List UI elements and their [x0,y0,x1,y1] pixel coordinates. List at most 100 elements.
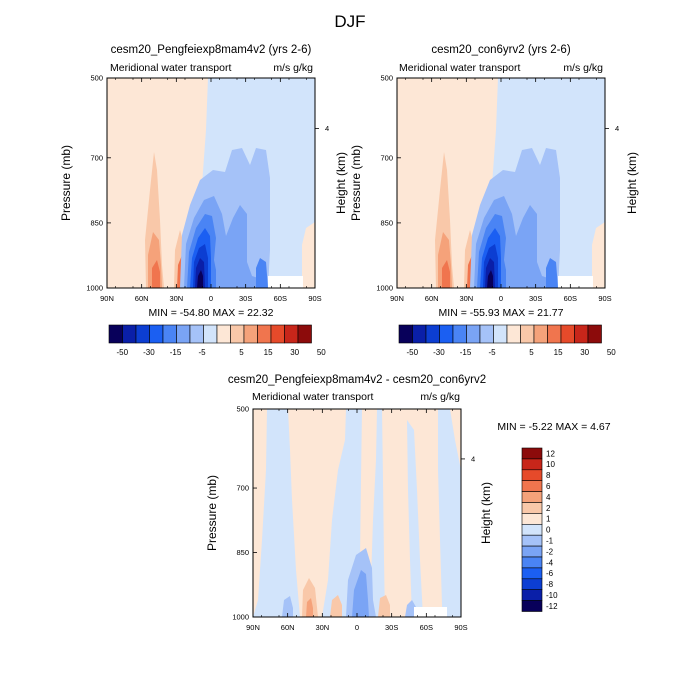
colorbar-2-label: -15 [460,348,472,357]
colorbar-2-label: 30 [580,348,589,357]
colorbar-2-label: 5 [529,348,534,357]
colorbar-1-box [176,324,191,344]
panel-1-fill-neg-5 [256,258,268,288]
panel-3-right-label: m/s g/kg [420,391,460,403]
colorbar-3-label: 0 [546,526,551,535]
colorbar-3-box [521,491,543,503]
panel-1-y2ticks: 4 [315,124,329,133]
panel-2-minmax: MIN = -55.93 MAX = 21.77 [439,307,564,319]
panel-1-yticks: 500 700 850 1000 [86,74,111,293]
colorbar-2-box [587,324,602,344]
panel-1-xtick-90s-label: 90S [308,294,321,303]
colorbar-3-box [521,458,543,471]
panel-2-ytick-500-label: 500 [380,74,393,83]
colorbar-2-box [560,324,575,344]
colorbar-2-box [452,324,467,344]
panel-1-minmax: MIN = -54.80 MAX = 22.32 [149,307,274,319]
panel-3-fill-pos-h [378,595,390,617]
panel-1-ytick-1000-label: 1000 [86,284,103,293]
panel-3-fill-pos-b [288,409,346,617]
panel-1: cesm20_Pengfeiexp8mam4v2 (yrs 2-6) Merid… [59,44,348,357]
panel-1-xtick-30n-label: 30N [169,294,183,303]
panel-1-y2label: Height (km) [334,152,348,214]
colorbar-1-box [216,324,231,344]
panel-1-ytick-850-label: 850 [90,218,103,227]
panel-3-fill-neg-1 [282,596,293,617]
colorbar-3-label: 10 [546,460,555,469]
colorbar-1-label: 15 [264,348,273,357]
colorbar-3-box [521,567,543,580]
panel-3-fill-pos-f [302,578,318,617]
colorbar-2-box [533,324,548,344]
colorbar-2-box [412,324,427,344]
colorbar-2-label: 15 [554,348,563,357]
colorbar-3-box [521,480,543,492]
colorbar-1-label: 50 [317,348,326,357]
panel-2-xtick-60s-label: 60S [564,294,577,303]
colorbar-1-box [230,324,245,344]
panel-2-xtick-30n-label: 30N [459,294,473,303]
panel-1-left-label: Meridional water transport [110,62,231,74]
panel-1-xtick-60n-label: 60N [135,294,149,303]
panel-1-xtick-0-label: 0 [209,294,213,303]
colorbar-2-box [520,324,535,344]
colorbar-2-label: 50 [607,348,616,357]
panel-2-xtick-30s-label: 30S [529,294,542,303]
panel-1-ylabel: Pressure (mb) [59,145,73,221]
panel-3-fill-pos-i [306,598,313,617]
colorbar-1-box [270,324,285,344]
colorbar-1-label: -5 [199,348,207,357]
colorbar-2-box [493,324,508,344]
panel-3-ytick-500-label: 500 [236,405,249,414]
colorbar-1-box [122,324,137,344]
panel-3-xticks: 90N 60N 30N 0 30S 60S 90S [246,409,468,632]
colorbar-1-label: 5 [239,348,244,357]
panel-2-y2ticks: 4 [605,124,619,133]
panel-1-xticks: 90N 60N 30N 0 30S 60S 90S [100,78,322,303]
colorbar-1-label: -30 [143,348,155,357]
colorbar-1-box [162,324,177,344]
colorbar-1-box [149,324,164,344]
panel-3-xtick-90n-label: 90N [246,623,260,632]
colorbar-3-label: 6 [546,482,551,491]
colorbar-3-box [521,513,543,525]
panel-1-right-label: m/s g/kg [273,62,313,74]
panel-1-xtick-30s-label: 30S [239,294,252,303]
panel-1-missing [268,276,303,288]
panel-2-xtick-0-label: 0 [499,294,503,303]
panel-3: cesm20_Pengfeiexp8mam4v2 - cesm20_con6yr… [205,374,611,632]
colorbar-3-label: 4 [546,493,551,502]
panel-2-xticks: 90N 60N 30N 0 30S 60S 90S [390,78,612,303]
panel-3-y2tick-4-label: 4 [471,454,475,463]
colorbar-2-box [439,324,454,344]
panel-3-yticks: 500 700 850 1000 [232,405,257,622]
panel-2-right-label: m/s g/kg [563,62,603,74]
colorbar-3-label: 2 [546,504,551,513]
colorbar-2-box [398,324,413,344]
colorbar-3-box [521,578,543,590]
panel-3-ytick-1000-label: 1000 [232,613,249,622]
panel-2-title: cesm20_con6yrv2 (yrs 2-6) [431,44,570,56]
colorbar-3-box [521,589,543,601]
colorbar-2-box [466,324,481,344]
panel-3-minmax: MIN = -5.22 MAX = 4.67 [497,421,610,433]
colorbar-3-label: -10 [546,591,558,600]
panel-2-xtick-60n-label: 60N [425,294,439,303]
panel-1-ytick-700-label: 700 [90,153,103,162]
panel-3-contours [253,409,461,617]
panel-3-xtick-30s-label: 30S [385,623,398,632]
colorbar-2-box [479,324,494,344]
colorbar-1-box [243,324,258,344]
panel-3-missing [414,607,447,617]
panel-2-ylabel: Pressure (mb) [349,145,363,221]
colorbar-1-box [203,324,218,344]
colorbar-3-label: 12 [546,449,555,458]
page-title: DJF [334,12,365,31]
colorbar-3-box [521,545,543,558]
panel-3-fill-neg-strip [407,420,423,617]
panel-2-xtick-90s-label: 90S [598,294,611,303]
panel-2-fill-neg-9 [487,270,493,288]
panel-2-y2tick-4-label: 4 [615,124,619,133]
colorbar-3-box [521,600,543,612]
